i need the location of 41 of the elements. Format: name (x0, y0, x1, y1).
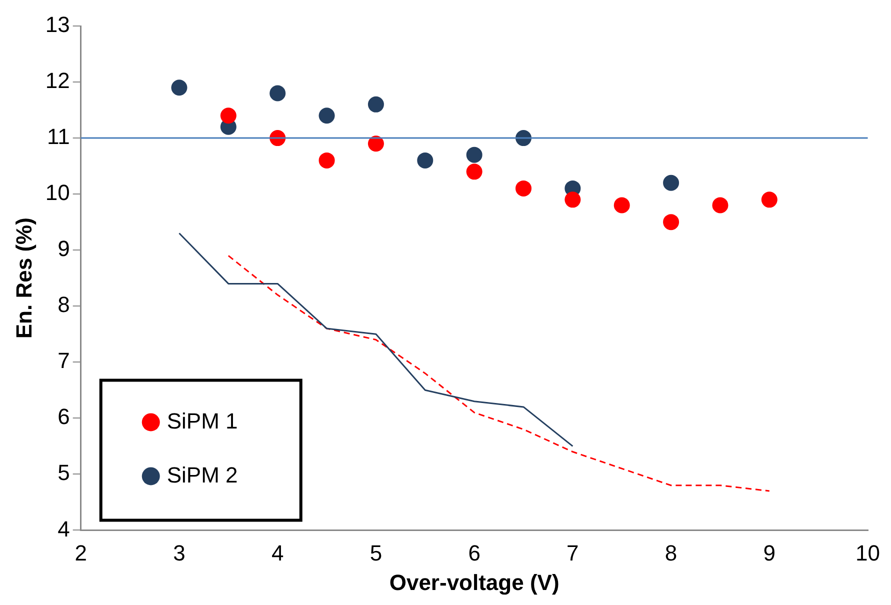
point (614, 197, 630, 214)
x-tick-label: 6 (468, 540, 480, 566)
point (564, 192, 581, 208)
point (663, 174, 680, 191)
x-axis-title: Over-voltage (V) (389, 570, 560, 595)
y-tick-label: 7 (58, 348, 70, 374)
point (270, 85, 286, 102)
y-tick-label: 12 (45, 68, 70, 94)
x-tick-label: 3 (173, 540, 186, 566)
point (663, 214, 680, 230)
y-axis-title: En. Res (%) (11, 218, 36, 339)
y-tick-label: 8 (58, 292, 70, 318)
point (516, 180, 532, 196)
y-tick-label: 10 (45, 180, 70, 206)
x-tick-label: 7 (566, 540, 579, 566)
y-tick-label: 9 (58, 236, 70, 262)
legend-label: SiPM 1 (166, 408, 238, 434)
point (466, 146, 482, 163)
x-tick-label: 8 (664, 540, 678, 566)
x-tick-label: 5 (370, 540, 382, 566)
point (318, 152, 335, 168)
point (368, 96, 384, 112)
y-tick-label: 6 (58, 404, 70, 430)
point (466, 164, 482, 180)
point (171, 80, 188, 96)
x-tick-label: 2 (74, 540, 87, 566)
point (318, 108, 335, 124)
y-tick-label: 11 (47, 124, 70, 150)
y-tick-label: 4 (58, 516, 70, 542)
point (761, 192, 778, 208)
x-tick-label: 10 (856, 540, 880, 566)
x-tick-label: 4 (271, 540, 284, 566)
point (417, 152, 434, 168)
point (368, 136, 384, 152)
y-tick-label: 13 (45, 12, 70, 38)
legend-label: SiPM 2 (166, 462, 238, 488)
x-tick-label: 9 (763, 540, 776, 566)
y-tick-label: 5 (58, 460, 70, 486)
line-series (228, 254, 770, 492)
point (712, 197, 728, 214)
point (220, 108, 236, 124)
